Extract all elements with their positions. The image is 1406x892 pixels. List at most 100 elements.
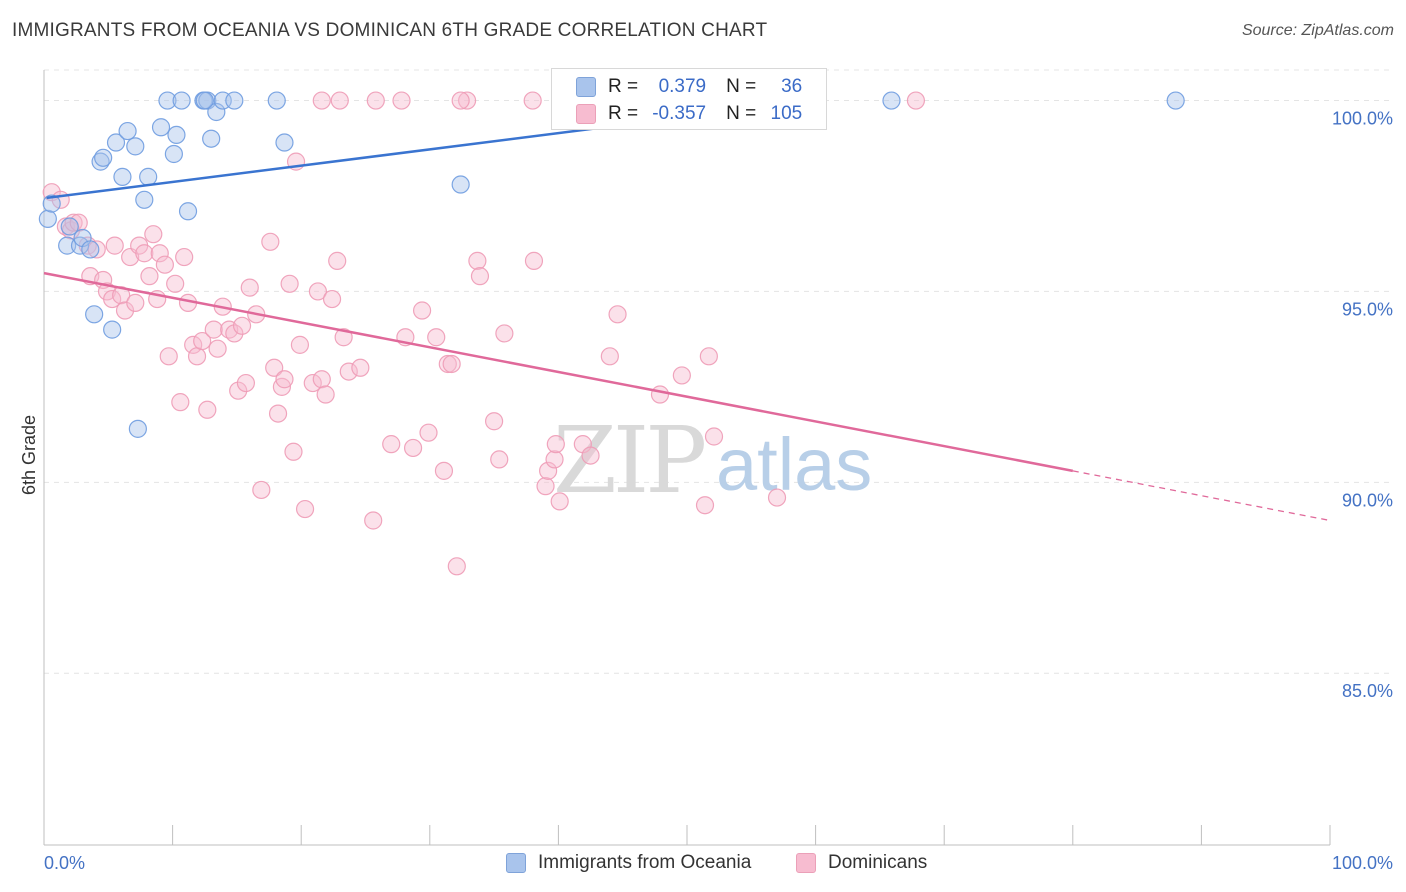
data-point xyxy=(159,347,178,366)
trend-line xyxy=(43,271,1074,473)
watermark-atlas: atlas xyxy=(716,423,872,506)
data-point xyxy=(69,213,88,232)
data-point xyxy=(447,557,466,576)
data-point xyxy=(172,91,191,110)
data-point xyxy=(178,202,198,221)
data-point xyxy=(280,274,299,293)
trend-line-extension xyxy=(1072,470,1331,522)
data-point xyxy=(581,446,600,465)
data-point xyxy=(882,91,901,110)
data-point xyxy=(539,461,558,480)
data-point xyxy=(392,91,411,110)
grid xyxy=(44,69,1393,674)
data-point xyxy=(113,167,132,186)
data-point xyxy=(252,480,271,500)
data-point xyxy=(207,102,226,122)
r-value: -0.357 xyxy=(652,103,707,124)
data-point xyxy=(135,190,154,209)
data-point xyxy=(699,347,718,366)
r-label: R = xyxy=(608,103,639,124)
x-tick-label-max: 100.0% xyxy=(1332,853,1393,873)
data-point xyxy=(202,129,221,148)
data-point xyxy=(144,225,163,244)
data-point xyxy=(434,461,454,480)
data-point xyxy=(167,125,186,145)
data-point xyxy=(175,247,194,267)
data-points xyxy=(38,91,1185,576)
data-point xyxy=(106,133,126,152)
data-point xyxy=(427,328,446,347)
y-tick-label: 85.0% xyxy=(1342,681,1393,701)
data-point xyxy=(135,244,154,263)
data-point xyxy=(118,121,137,141)
data-point xyxy=(184,335,203,354)
data-point xyxy=(1166,91,1185,110)
data-point xyxy=(364,511,383,530)
stats-row-dominicans: R = -0.357 N = 105 xyxy=(552,100,802,128)
legend-item-dominicans[interactable]: Dominicans xyxy=(796,852,927,874)
data-point xyxy=(316,385,335,404)
data-point xyxy=(60,217,79,236)
data-point xyxy=(672,366,691,385)
data-point xyxy=(105,236,124,255)
data-point xyxy=(524,251,544,270)
data-point xyxy=(267,91,286,110)
data-point xyxy=(103,320,122,339)
data-point xyxy=(546,435,565,454)
data-point xyxy=(195,91,214,110)
data-point xyxy=(193,331,212,351)
data-point xyxy=(42,194,61,213)
data-point xyxy=(140,267,159,286)
data-point xyxy=(128,419,147,438)
data-point xyxy=(150,244,169,263)
data-point xyxy=(451,91,470,110)
legend-item-oceania[interactable]: Immigrants from Oceania xyxy=(506,852,751,874)
data-point xyxy=(229,381,248,400)
data-point xyxy=(204,320,223,339)
data-point xyxy=(906,91,926,110)
data-point xyxy=(767,488,787,507)
data-point xyxy=(284,442,303,461)
data-point xyxy=(334,328,353,347)
data-point xyxy=(339,362,358,381)
data-point xyxy=(366,91,385,110)
n-value: 105 xyxy=(770,103,803,124)
data-point xyxy=(275,133,294,152)
data-point xyxy=(523,91,542,110)
data-point xyxy=(312,370,331,389)
y-axis-label: 6th Grade xyxy=(19,415,39,495)
data-point xyxy=(115,301,135,320)
data-point xyxy=(485,412,504,431)
data-point xyxy=(330,91,349,110)
stats-row-oceania: R = 0.379 N = 36 xyxy=(552,73,802,101)
data-point xyxy=(139,167,158,186)
data-point xyxy=(171,393,190,412)
data-point xyxy=(38,209,57,228)
data-point xyxy=(225,324,244,343)
legend-swatch-oceania xyxy=(506,853,526,873)
y-tick-label: 95.0% xyxy=(1342,299,1393,319)
data-point xyxy=(58,236,77,255)
data-point xyxy=(155,255,174,274)
data-point xyxy=(403,438,423,458)
data-point xyxy=(232,316,252,335)
data-point xyxy=(470,267,490,286)
data-point xyxy=(225,91,244,110)
data-point xyxy=(236,373,256,393)
legend-label-oceania: Immigrants from Oceania xyxy=(538,852,752,873)
data-point xyxy=(94,148,113,167)
data-point xyxy=(85,305,104,324)
chart-title: IMMIGRANTS FROM OCEANIA VS DOMINICAN 6TH… xyxy=(12,20,768,41)
data-point xyxy=(198,400,217,419)
data-point xyxy=(600,347,619,366)
data-point xyxy=(164,144,183,164)
data-point xyxy=(495,324,514,343)
data-point xyxy=(328,251,347,270)
data-point xyxy=(261,232,280,251)
data-point xyxy=(312,91,331,110)
n-label: N = xyxy=(726,76,757,97)
data-point xyxy=(468,251,487,270)
data-point xyxy=(208,339,227,358)
data-point xyxy=(166,274,185,293)
y-tick-label: 90.0% xyxy=(1342,490,1393,510)
